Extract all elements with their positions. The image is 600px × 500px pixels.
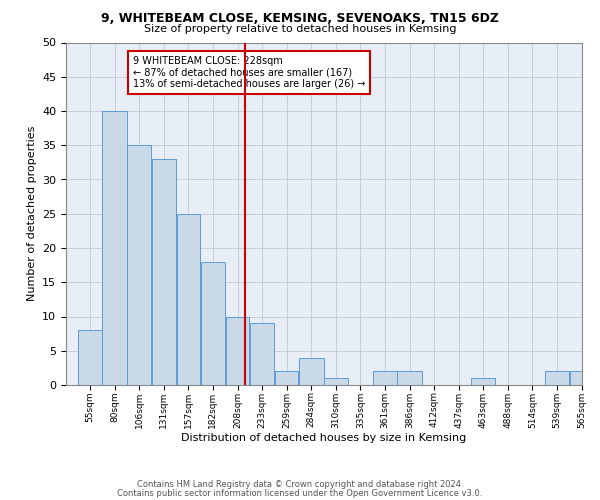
Bar — [299, 358, 323, 385]
Y-axis label: Number of detached properties: Number of detached properties — [26, 126, 37, 302]
Bar — [373, 372, 397, 385]
Bar — [545, 372, 569, 385]
Bar — [472, 378, 495, 385]
X-axis label: Distribution of detached houses by size in Kemsing: Distribution of detached houses by size … — [181, 433, 467, 443]
Bar — [275, 372, 298, 385]
Bar — [397, 372, 422, 385]
Bar — [200, 262, 225, 385]
Bar — [78, 330, 102, 385]
Text: 9, WHITEBEAM CLOSE, KEMSING, SEVENOAKS, TN15 6DZ: 9, WHITEBEAM CLOSE, KEMSING, SEVENOAKS, … — [101, 12, 499, 26]
Bar — [570, 372, 594, 385]
Bar — [250, 324, 274, 385]
Bar — [324, 378, 347, 385]
Bar — [103, 111, 127, 385]
Text: 9 WHITEBEAM CLOSE: 228sqm
← 87% of detached houses are smaller (167)
13% of semi: 9 WHITEBEAM CLOSE: 228sqm ← 87% of detac… — [133, 56, 365, 90]
Bar — [152, 159, 176, 385]
Text: Size of property relative to detached houses in Kemsing: Size of property relative to detached ho… — [144, 24, 456, 34]
Text: Contains HM Land Registry data © Crown copyright and database right 2024.: Contains HM Land Registry data © Crown c… — [137, 480, 463, 489]
Text: Contains public sector information licensed under the Open Government Licence v3: Contains public sector information licen… — [118, 488, 482, 498]
Bar — [127, 145, 151, 385]
Bar — [226, 316, 250, 385]
Bar — [176, 214, 200, 385]
